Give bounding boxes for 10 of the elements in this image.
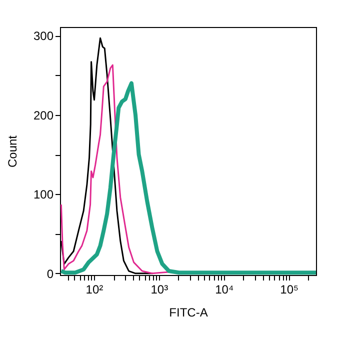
x-tick-label: 10² — [86, 282, 104, 296]
x-tick-label: 10⁴ — [215, 282, 234, 296]
x-axis-title: FITC-A — [169, 306, 208, 320]
x-tick-label: 10⁵ — [280, 282, 298, 296]
y-tick-label: 100 — [33, 188, 54, 202]
x-tick-label: 10³ — [150, 282, 168, 296]
y-axis-title: Count — [5, 134, 20, 168]
y-tick-label: 200 — [33, 108, 54, 122]
y-tick-label: 0 — [46, 266, 54, 281]
y-tick-label: 300 — [33, 29, 54, 44]
